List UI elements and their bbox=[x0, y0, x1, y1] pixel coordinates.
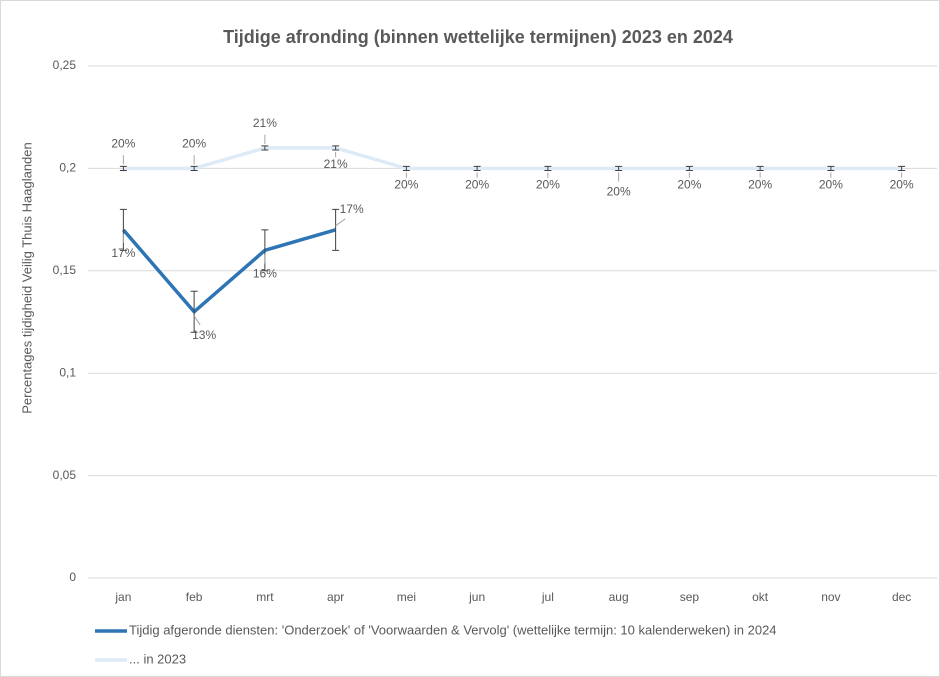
data-label: 16% bbox=[253, 266, 277, 280]
error-bar bbox=[332, 208, 340, 251]
data-label: 13% bbox=[192, 328, 216, 342]
error-bar bbox=[261, 145, 269, 151]
error-bar bbox=[615, 165, 623, 171]
error-bar bbox=[473, 165, 481, 171]
error-bar bbox=[402, 165, 410, 171]
error-bar bbox=[261, 229, 269, 272]
y-tick-label: 0,25 bbox=[53, 58, 77, 72]
data-label: 17% bbox=[340, 202, 364, 216]
x-tick-label: aug bbox=[609, 590, 629, 604]
data-label: 20% bbox=[890, 178, 914, 192]
x-tick-label: jan bbox=[114, 590, 131, 604]
y-tick-label: 0 bbox=[69, 570, 76, 584]
data-label: 21% bbox=[253, 116, 277, 130]
y-tick-label: 0,1 bbox=[59, 365, 76, 379]
error-bar bbox=[190, 165, 198, 171]
x-tick-label: okt bbox=[752, 590, 769, 604]
x-tick-label: jul bbox=[541, 590, 554, 604]
error-bar bbox=[119, 165, 127, 171]
data-label: 20% bbox=[465, 178, 489, 192]
series-line bbox=[122, 228, 337, 314]
data-label: 20% bbox=[607, 185, 631, 199]
y-tick-label: 0,05 bbox=[53, 468, 77, 482]
label-leader bbox=[335, 218, 346, 227]
x-tick-label: jun bbox=[468, 590, 485, 604]
chart-title: Tijdige afronding (binnen wettelijke ter… bbox=[223, 27, 733, 47]
x-tick-label: nov bbox=[821, 590, 840, 604]
error-bar bbox=[756, 165, 764, 171]
error-bar bbox=[685, 165, 693, 171]
error-bar bbox=[827, 165, 835, 171]
y-tick-label: 0,15 bbox=[53, 263, 77, 277]
x-tick-label: mrt bbox=[256, 590, 274, 604]
data-label: 20% bbox=[394, 178, 418, 192]
error-bar bbox=[332, 145, 340, 151]
data-label: 20% bbox=[111, 137, 135, 151]
legend-label: ... in 2023 bbox=[129, 651, 186, 666]
x-tick-label: dec bbox=[892, 590, 911, 604]
error-bar bbox=[898, 165, 906, 171]
y-tick-label: 0,2 bbox=[59, 161, 76, 175]
error-bar bbox=[544, 165, 552, 171]
x-tick-label: sep bbox=[680, 590, 700, 604]
error-bar bbox=[190, 290, 198, 333]
data-label: 20% bbox=[677, 178, 701, 192]
data-label: 17% bbox=[111, 246, 135, 260]
x-tick-label: feb bbox=[186, 590, 203, 604]
legend-label: Tijdig afgeronde diensten: 'Onderzoek' o… bbox=[129, 622, 777, 637]
error-bar bbox=[119, 208, 127, 251]
series-line bbox=[123, 146, 902, 171]
x-tick-label: mei bbox=[397, 590, 416, 604]
y-axis-label: Percentages tijdigheid Veilig Thuis Haag… bbox=[19, 142, 34, 414]
data-label: 21% bbox=[324, 157, 348, 171]
data-label: 20% bbox=[536, 178, 560, 192]
data-label: 20% bbox=[182, 137, 206, 151]
data-label: 20% bbox=[819, 178, 843, 192]
data-label: 20% bbox=[748, 178, 772, 192]
label-leader bbox=[193, 315, 201, 326]
x-tick-label: apr bbox=[327, 590, 344, 604]
